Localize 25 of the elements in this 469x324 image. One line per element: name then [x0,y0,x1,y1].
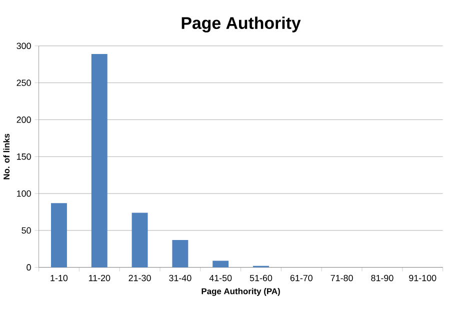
y-tick-label: 200 [16,116,31,123]
x-tick-label: 71-80 [330,274,353,282]
bar [212,260,229,268]
y-tick-label: 0 [26,264,31,270]
x-tick-label: 11-20 [88,274,110,282]
y-tick-label: 150 [17,153,31,160]
y-tick-label: 50 [22,227,31,234]
bar [50,203,67,268]
bar [172,240,188,268]
y-tick-label: 300 [16,42,31,49]
x-tick-label: 31-40 [169,274,192,282]
y-tick-label: 100 [17,190,31,197]
x-tick-label: 1-10 [50,274,68,282]
x-tick-label: 81-90 [371,274,394,282]
y-axis-title: No. of links [3,134,10,180]
x-tick-label: 91-100 [409,274,436,282]
x-tick-label: 21-30 [128,274,151,282]
x-tick-label: 41-50 [209,274,232,282]
x-tick-label: 61-70 [290,274,312,282]
chart-title: Page Authority [182,16,301,32]
bar [91,54,108,268]
bar [132,212,148,268]
x-tick-label: 51-60 [250,274,272,282]
y-tick-label: 250 [16,80,31,86]
x-axis-title: Page Authority (PA) [202,288,280,296]
